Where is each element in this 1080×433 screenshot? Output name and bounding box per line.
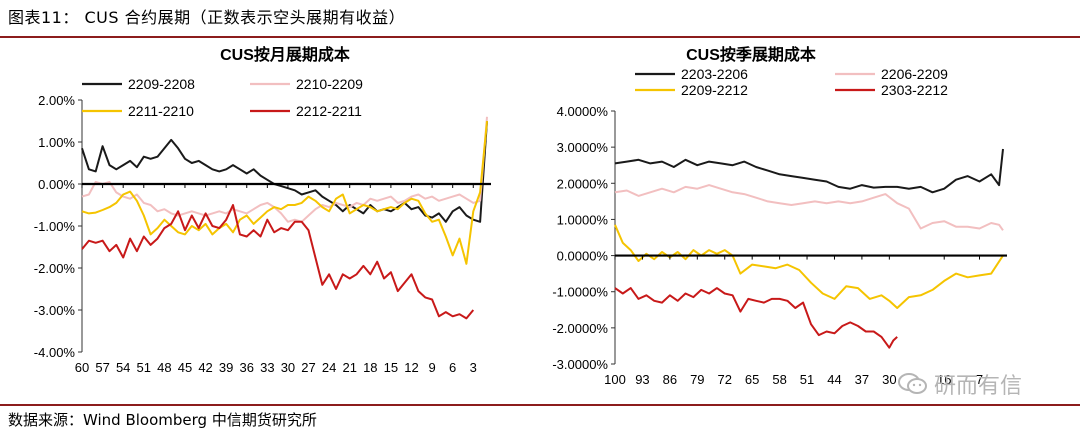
- right-series-line-2303-2212: [614, 287, 898, 349]
- left-y-tick-label: -3.00%: [34, 303, 76, 318]
- right-series-line-2209-2212: [614, 224, 1004, 309]
- left-x-tick-label: 54: [116, 360, 130, 375]
- right-x-tick-label: 86: [663, 372, 677, 387]
- left-x-tick-label: 12: [404, 360, 418, 375]
- right-legend-label-2203-2206: 2203-2206: [681, 66, 748, 82]
- right-x-tick-label: 93: [635, 372, 649, 387]
- left-x-tick-label: 39: [219, 360, 233, 375]
- left-series-line-2210-2209: [81, 116, 488, 223]
- left-x-tick-label: 45: [178, 360, 192, 375]
- left-x-tick-label: 48: [157, 360, 171, 375]
- watermark: 研而有信: [898, 368, 1022, 400]
- right-legend-label-2303-2212: 2303-2212: [881, 82, 948, 98]
- right-x-tick-label: 44: [827, 372, 841, 387]
- bottom-rule: [0, 404, 1080, 406]
- right-series-line-2206-2209: [614, 184, 1004, 231]
- left-y-tick-label: -1.00%: [34, 219, 76, 234]
- left-x-tick-label: 24: [322, 360, 336, 375]
- left-x-tick-label: 15: [384, 360, 398, 375]
- left-legend-label-2212-2211: 2212-2211: [296, 103, 362, 119]
- right-y-tick-label: -2.0000%: [552, 321, 608, 336]
- right-x-tick-label: 30: [882, 372, 896, 387]
- left-y-tick-label: -4.00%: [34, 345, 76, 360]
- right-x-tick-label: 65: [745, 372, 759, 387]
- right-x-tick-label: 72: [718, 372, 732, 387]
- left-x-tick-label: 6: [449, 360, 456, 375]
- right-y-tick-label: 4.0000%: [557, 104, 609, 119]
- left-x-tick-label: 18: [363, 360, 377, 375]
- left-chart-title: CUS按月展期成本: [220, 45, 350, 64]
- left-x-tick-label: 57: [95, 360, 109, 375]
- left-x-tick-label: 51: [137, 360, 151, 375]
- left-y-tick-label: -2.00%: [34, 261, 76, 276]
- right-y-tick-label: 1.0000%: [557, 212, 609, 227]
- watermark-text: 研而有信: [934, 374, 1023, 399]
- right-legend-label-2209-2212: 2209-2212: [681, 82, 748, 98]
- left-series-line-2211-2210: [81, 120, 488, 265]
- figure-title: 图表11： CUS 合约展期（正数表示空头展期有收益）: [8, 8, 406, 27]
- left-x-tick-label: 9: [428, 360, 435, 375]
- right-x-tick-label: 51: [800, 372, 814, 387]
- right-x-tick-label: 100: [604, 372, 626, 387]
- wechat-icon: [898, 373, 927, 394]
- left-series-line-2212-2211: [81, 204, 475, 320]
- left-x-tick-label: 30: [281, 360, 295, 375]
- right-x-tick-label: 79: [690, 372, 704, 387]
- left-y-tick-label: 1.00%: [38, 135, 75, 150]
- right-x-tick-label: 7: [976, 372, 983, 387]
- right-series-line-2203-2206: [614, 148, 1004, 194]
- right-x-tick-label: 37: [855, 372, 869, 387]
- right-x-tick-label: 16: [937, 372, 951, 387]
- left-legend-label-2211-2210: 2211-2210: [128, 103, 194, 119]
- right-chart-title: CUS按季展期成本: [686, 45, 816, 64]
- right-y-tick-label: -1.0000%: [552, 285, 608, 300]
- left-y-tick-label: 2.00%: [38, 93, 75, 108]
- right-y-tick-label: 0.0000%: [557, 249, 609, 264]
- right-x-tick-label: 58: [772, 372, 786, 387]
- right-y-tick-label: 3.0000%: [557, 140, 609, 155]
- top-rule: [0, 36, 1080, 38]
- source-note: 数据来源：Wind Bloomberg 中信期货研究所: [8, 411, 317, 429]
- left-legend-label-2209-2208: 2209-2208: [128, 76, 195, 92]
- right-legend-label-2206-2209: 2206-2209: [881, 66, 948, 82]
- left-series-line-2209-2208: [81, 120, 488, 223]
- quarterly-roll-cost-chart: CUS按季展期成本 4.0000% 3.0000% 2.0000% 1.0000% 0.0…: [552, 45, 1007, 387]
- left-x-tick-label: 60: [75, 360, 89, 375]
- left-x-tick-label: 33: [260, 360, 274, 375]
- left-x-tick-label: 21: [342, 360, 356, 375]
- left-legend-label-2210-2209: 2210-2209: [296, 76, 363, 92]
- left-x-tick-label: 36: [240, 360, 254, 375]
- left-x-tick-label: 27: [301, 360, 315, 375]
- right-y-tick-label: -3.0000%: [552, 357, 608, 372]
- left-x-tick-label: 3: [470, 360, 477, 375]
- monthly-roll-cost-chart: CUS按月展期成本 2.00% 1.00% 0.00% -1.00% -2.00% -3.0…: [34, 45, 491, 375]
- left-y-tick-label: 0.00%: [38, 177, 75, 192]
- right-y-tick-label: 2.0000%: [557, 176, 609, 191]
- left-x-tick-label: 42: [198, 360, 212, 375]
